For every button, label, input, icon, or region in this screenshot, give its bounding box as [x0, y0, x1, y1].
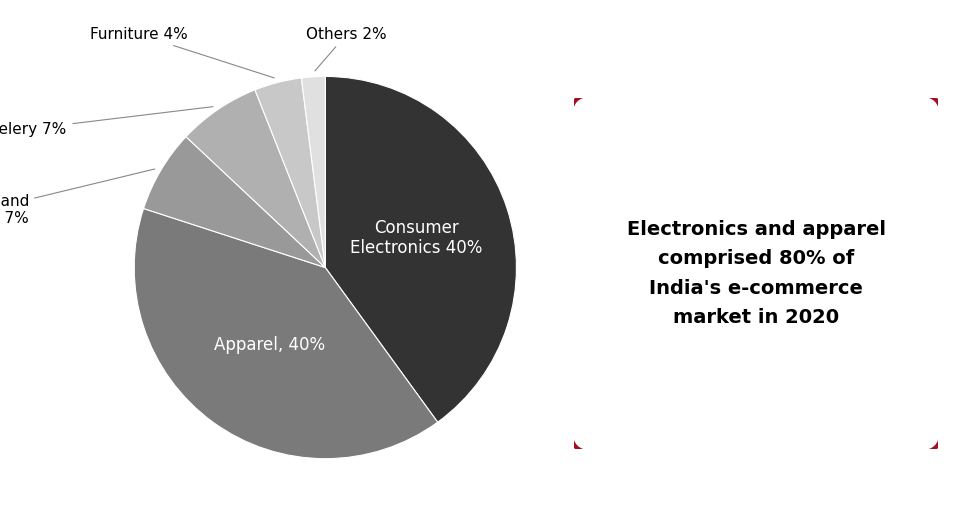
Text: Electronics and apparel
comprised 80% of
India's e-commerce
market in 2020: Electronics and apparel comprised 80% of…	[627, 220, 885, 327]
FancyBboxPatch shape	[570, 94, 942, 453]
Text: Consumer
Electronics 40%: Consumer Electronics 40%	[350, 219, 482, 257]
Text: Apparel, 40%: Apparel, 40%	[213, 336, 324, 354]
Wedge shape	[134, 208, 437, 459]
Text: Jewelery 7%: Jewelery 7%	[0, 107, 213, 137]
Text: Food and
Grocery 7%: Food and Grocery 7%	[0, 169, 155, 227]
Text: Others 2%: Others 2%	[306, 27, 387, 71]
Wedge shape	[186, 90, 325, 268]
Text: Furniture 4%: Furniture 4%	[90, 27, 275, 78]
Wedge shape	[144, 137, 325, 268]
Wedge shape	[325, 76, 517, 422]
Wedge shape	[301, 76, 325, 268]
Wedge shape	[255, 78, 325, 268]
